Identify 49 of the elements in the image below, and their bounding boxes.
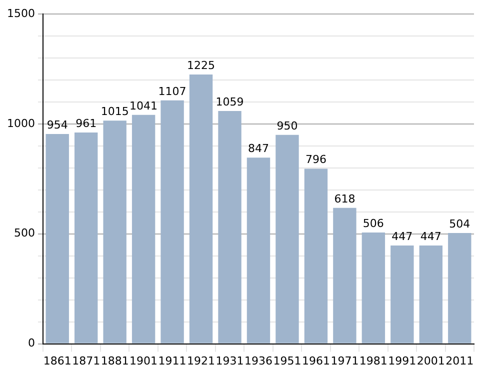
x-tick-label: 2001 [416, 354, 445, 368]
x-tick-label: 1861 [43, 354, 72, 368]
data-label: 796 [305, 153, 326, 166]
data-label: 506 [362, 216, 384, 230]
y-tick-label: 0 [28, 336, 35, 350]
data-label: 1015 [100, 104, 129, 118]
bar [160, 100, 184, 344]
x-tick-label: 1881 [100, 354, 129, 368]
x-tick-label: 1991 [388, 354, 416, 368]
x-tick-label: 1961 [302, 354, 330, 368]
data-label: 1041 [130, 99, 158, 112]
bar [362, 232, 386, 344]
data-label: 847 [248, 142, 269, 155]
x-tick-label: 1911 [158, 354, 186, 368]
bar [246, 158, 270, 344]
y-tick-label: 1000 [6, 116, 35, 130]
bar [189, 74, 213, 344]
bar [448, 232, 472, 344]
bar [74, 132, 98, 344]
data-label: 447 [420, 230, 442, 243]
bar [419, 246, 442, 344]
x-tick-label: 1971 [330, 354, 359, 368]
x-tick-label: 1871 [72, 354, 100, 368]
bar [276, 134, 299, 344]
data-label: 954 [46, 118, 68, 132]
bar [218, 110, 242, 344]
x-tick-label: 1931 [216, 354, 244, 368]
bar [46, 134, 69, 344]
x-tick-label: 1981 [359, 354, 388, 368]
data-label: 447 [392, 230, 413, 243]
data-label: 618 [334, 192, 356, 206]
data-label: 1225 [187, 58, 216, 72]
data-label: 950 [276, 119, 298, 132]
data-label: 961 [76, 116, 97, 130]
bar [103, 120, 126, 344]
bar [304, 168, 328, 344]
bar [333, 208, 356, 344]
x-tick-label: 1901 [130, 354, 158, 368]
x-tick-label: 1936 [244, 354, 272, 368]
y-tick-label: 1500 [6, 6, 35, 20]
data-label: 504 [449, 217, 470, 230]
x-tick-label: 1921 [187, 354, 216, 368]
bar [132, 114, 156, 344]
x-tick-label: 1951 [273, 354, 302, 368]
data-label: 1107 [158, 84, 186, 98]
bar [390, 246, 414, 344]
data-label: 1059 [216, 95, 244, 108]
y-tick-label: 500 [14, 226, 35, 240]
x-tick-label: 2011 [446, 354, 474, 368]
